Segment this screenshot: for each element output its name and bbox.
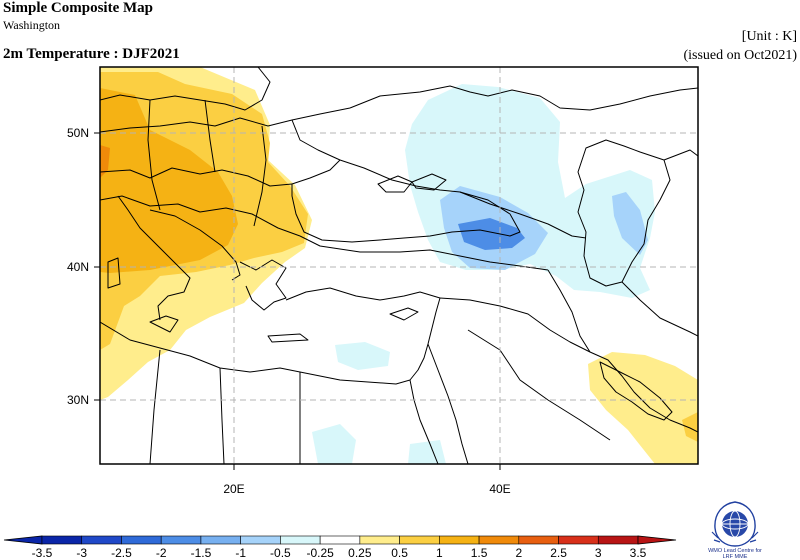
europe-border-north — [100, 107, 351, 133]
colorbar: -3.5 -3 -2.5 -2 -1.5 -1 -0.5 -0.25 0.25 0.5 1 1.5 2 2… — [3, 535, 677, 560]
lat-label-50n: 50N — [67, 126, 89, 140]
sardinia — [107, 257, 121, 289]
colorbar-swatch — [478, 535, 520, 545]
colorbar-swatch — [597, 535, 639, 545]
colorbar-swatch — [439, 535, 480, 545]
colorbar-swatch — [160, 535, 202, 545]
red-sea-west-coast — [409, 379, 439, 464]
variable-period-label: 2m Temperature : DJF2021 — [3, 46, 180, 62]
europe-border-vertical-1 — [147, 99, 161, 211]
colorbar-swatch — [200, 535, 241, 545]
colorbar-label: -3 — [76, 546, 87, 560]
warm-anomaly-peak-europe — [100, 145, 110, 178]
adriatic-coast — [149, 209, 241, 281]
persian-gulf — [599, 361, 673, 421]
colorbar-swatch — [359, 535, 400, 545]
colorbar-swatch — [280, 535, 321, 545]
sicily — [149, 315, 179, 333]
crimea — [377, 175, 413, 193]
logo-line-1: WMO Lead Centre for — [708, 548, 762, 554]
colorbar-label: -1.5 — [191, 546, 212, 560]
colorbar-swatch — [319, 535, 361, 545]
africa-border-1 — [219, 367, 225, 464]
colorbar-label: 0.25 — [348, 546, 372, 560]
europe-border-vertical-2 — [204, 99, 216, 173]
warm-anomaly-mid-iran — [682, 412, 698, 442]
unit-label: [Unit : K] — [741, 29, 797, 44]
lon-label-20e: 20E — [223, 482, 244, 496]
map-subtitle: Washington — [3, 18, 61, 32]
warm-anomaly-strong-europe — [100, 88, 238, 273]
cool-anomaly-egypt — [335, 342, 390, 370]
colorbar-label: -3.5 — [32, 546, 53, 560]
black-sea-coast — [291, 159, 521, 243]
colorbar-label: -0.25 — [306, 546, 334, 560]
cool-anomaly-sinai — [312, 424, 356, 464]
map-panel: 50N 40N 30N 20E 40E — [67, 66, 699, 496]
caspian-sea — [577, 139, 671, 287]
issued-label: (issued on Oct2021) — [683, 48, 797, 63]
colorbar-label: 2.5 — [550, 546, 567, 560]
colorbar-label: 2 — [515, 546, 522, 560]
colorbar-label: 3 — [595, 546, 602, 560]
russia-border — [349, 85, 698, 111]
colorbar-swatch — [81, 535, 122, 545]
colorbar-labels: -3.5 -3 -2.5 -2 -1.5 -1 -0.5 -0.25 0.25 0.5 1 1.5 2 2… — [32, 546, 647, 560]
red-sea-east-coast — [427, 343, 469, 464]
saudi-inner-border — [467, 329, 611, 441]
north-africa-coast — [100, 321, 411, 385]
colorbar-label: 0.5 — [391, 546, 408, 560]
coastlines-borders — [100, 67, 698, 464]
italy-coast — [117, 195, 191, 321]
lon-label-40e: 40E — [489, 482, 510, 496]
anatolia-inner-border — [299, 235, 549, 271]
sea-of-azov — [411, 173, 447, 191]
lat-label-30n: 30N — [67, 393, 89, 407]
wmo-logo: WMO Lead Centre for LRF MME — [708, 501, 762, 560]
colorbar-swatch — [558, 535, 599, 545]
lat-label-40n: 40N — [67, 260, 89, 274]
map-frame — [99, 66, 699, 465]
gridlines — [100, 67, 698, 464]
balkans-greece-coast — [239, 259, 287, 311]
logo-line-2: LRF MME — [723, 554, 748, 560]
aral-region — [663, 149, 698, 161]
crete — [267, 333, 309, 343]
africa-border-3 — [149, 349, 161, 464]
wmo-globe-emblem-icon — [711, 501, 759, 547]
colorbar-right-triangle — [637, 535, 677, 545]
cool-anomaly-strong-caucasus — [458, 218, 525, 250]
colorbar-label: 1.5 — [471, 546, 488, 560]
colorbar-swatch — [399, 535, 440, 545]
colorbar-swatch — [121, 535, 162, 545]
cyprus — [389, 307, 419, 321]
colorbar-swatch — [240, 535, 281, 545]
iran-border — [621, 281, 698, 337]
colorbar-label: 3.5 — [630, 546, 647, 560]
colorbar-swatch — [41, 535, 83, 545]
colorbar-swatches — [3, 535, 677, 545]
colorbar-label: 1 — [436, 546, 443, 560]
map-title: Simple Composite Map — [3, 0, 153, 16]
warm-anomaly-light-iran — [588, 352, 698, 464]
cool-anomaly-redsea — [408, 440, 446, 464]
baltic-coast — [100, 67, 271, 111]
axis-ticks — [94, 132, 501, 470]
colorbar-swatch — [518, 535, 559, 545]
cool-anomaly-mid-caspian — [612, 192, 648, 255]
anatolia-south-coast — [285, 287, 441, 301]
iraq-iran-border — [547, 269, 591, 353]
colorbar-left-triangle — [3, 535, 43, 545]
colorbar-label: -0.5 — [270, 546, 291, 560]
europe-border-lower — [100, 195, 301, 237]
colorbar-label: -2 — [156, 546, 167, 560]
caucasus-border — [459, 191, 587, 239]
ukraine-border — [291, 119, 341, 161]
europe-border-vertical-3 — [253, 125, 267, 227]
colorbar-label: -2.5 — [111, 546, 132, 560]
colorbar-label: -1 — [235, 546, 246, 560]
